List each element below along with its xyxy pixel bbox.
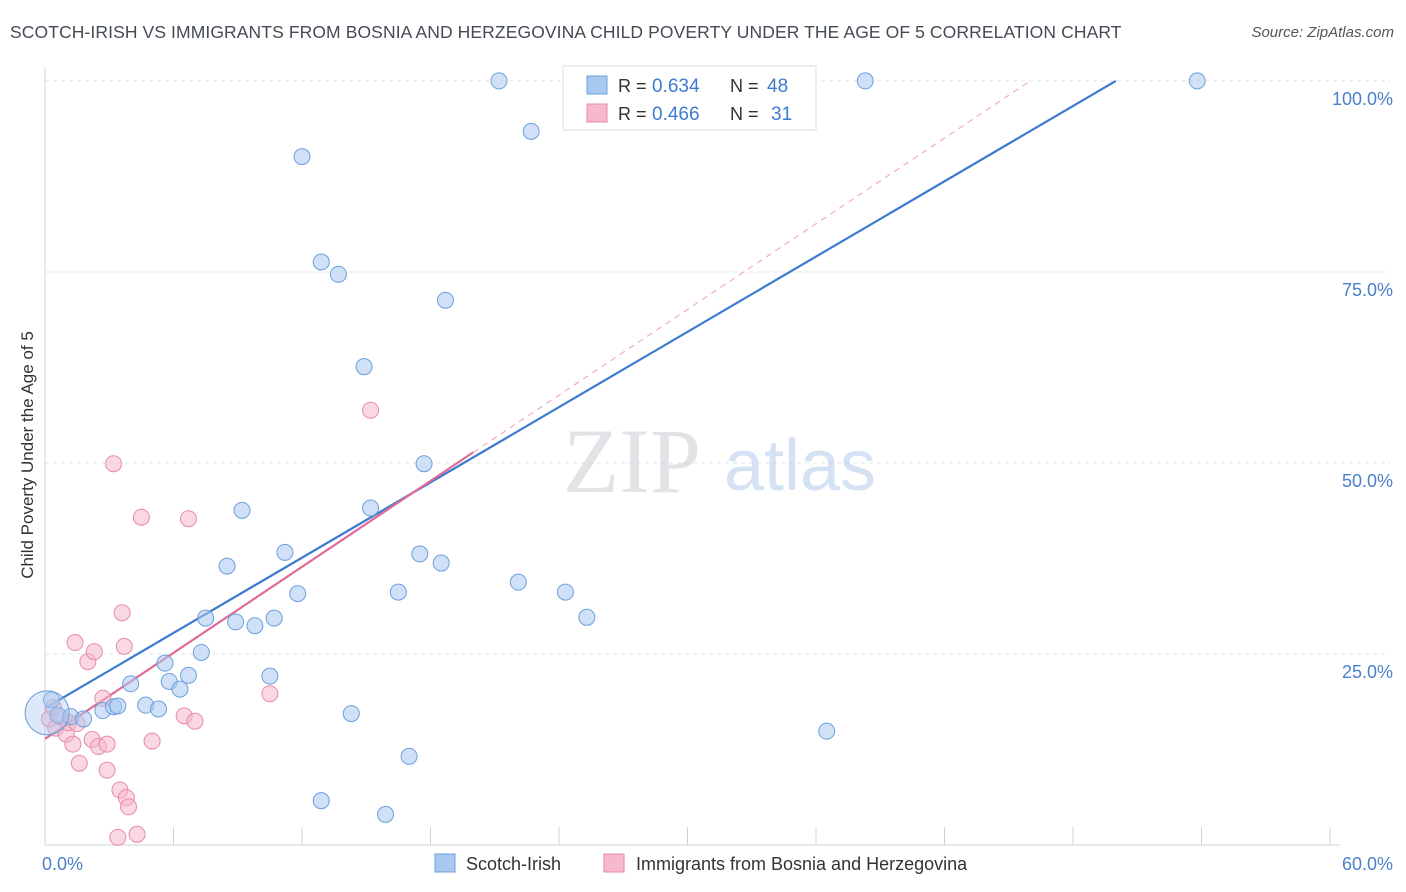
y-tick-label-3: 100.0% xyxy=(1332,89,1393,109)
point-bosnia-29 xyxy=(186,712,204,730)
point-scotch-irish-9 xyxy=(150,700,168,718)
point-scotch-irish-16 xyxy=(218,557,236,575)
stats-n-value-blue: 48 xyxy=(767,76,788,97)
point-scotch-irish-42 xyxy=(578,608,596,626)
watermark: ZIP atlas xyxy=(563,410,876,512)
point-scotch-irish-17 xyxy=(227,613,245,631)
grid-lines xyxy=(45,80,1390,655)
point-bosnia-7 xyxy=(66,634,84,652)
y-tick-label-0: 25.0% xyxy=(1342,662,1393,682)
point-scotch-irish-37 xyxy=(436,291,454,309)
point-scotch-irish-0 xyxy=(42,691,60,709)
y-axis-label: Child Poverty Under the Age of 5 xyxy=(18,331,37,579)
point-bosnia-9 xyxy=(70,754,88,772)
point-bosnia-15 xyxy=(98,761,116,779)
trend-line-bosnia xyxy=(44,451,474,740)
point-scotch-irish-27 xyxy=(329,265,347,283)
point-bosnia-16 xyxy=(98,735,116,753)
point-scotch-irish-23 xyxy=(289,585,307,603)
point-scotch-irish-24 xyxy=(293,148,311,166)
point-scotch-irish-20 xyxy=(261,667,279,685)
legend-swatch-bosnia xyxy=(603,853,625,873)
point-bosnia-30 xyxy=(362,401,380,419)
point-scotch-irish-19 xyxy=(246,617,264,635)
point-scotch-irish-21 xyxy=(265,609,283,627)
stats-n-label-pink: N = xyxy=(730,104,764,124)
point-bosnia-24 xyxy=(128,825,146,843)
series-scotch-irish-points xyxy=(24,72,1206,823)
y-tick-label-1: 50.0% xyxy=(1342,471,1393,491)
trend-line-scotch-irish xyxy=(44,79,1117,710)
point-scotch-irish-14 xyxy=(192,643,210,661)
point-scotch-irish-22 xyxy=(276,543,294,561)
watermark-atlas: atlas xyxy=(724,426,876,506)
point-bosnia-17 xyxy=(105,455,123,473)
point-scotch-irish-47 xyxy=(24,690,70,736)
stats-legend: R = 0.634 N = 48 R = 0.466 N = 31 xyxy=(562,65,817,131)
point-bosnia-6 xyxy=(64,735,82,753)
source-label: Source: ZipAtlas.com xyxy=(1251,24,1394,41)
x-tick-label-0: 0.0% xyxy=(42,854,83,874)
point-scotch-irish-45 xyxy=(856,72,874,90)
tick-labels: 25.0% 50.0% 75.0% 100.0% 0.0% 60.0% xyxy=(42,89,1393,874)
point-scotch-irish-35 xyxy=(415,455,433,473)
trend-lines xyxy=(44,79,1117,740)
stats-r-label-pink: R = xyxy=(618,104,652,124)
point-bosnia-26 xyxy=(143,732,161,750)
stats-legend-swatch-blue xyxy=(586,75,608,95)
stats-r-value-pink: 0.466 xyxy=(652,104,700,125)
point-scotch-irish-6 xyxy=(109,697,127,715)
stats-r-value-blue: 0.634 xyxy=(652,76,700,97)
point-scotch-irish-34 xyxy=(411,545,429,563)
stats-legend-swatch-pink xyxy=(586,103,608,123)
point-scotch-irish-15 xyxy=(197,609,215,627)
point-scotch-irish-7 xyxy=(122,675,140,693)
point-scotch-irish-33 xyxy=(400,747,418,765)
point-scotch-irish-41 xyxy=(556,583,574,601)
stats-n-label-blue: N = xyxy=(730,76,764,96)
point-scotch-irish-25 xyxy=(312,253,330,271)
legend-label-scotch-irish: Scotch-Irish xyxy=(466,854,561,874)
x-tick-label-1: 60.0% xyxy=(1342,854,1393,874)
point-bosnia-28 xyxy=(179,510,197,528)
trend-line-bosnia-extension xyxy=(473,80,1031,453)
point-scotch-irish-13 xyxy=(179,666,197,684)
point-bosnia-18 xyxy=(109,828,127,846)
point-scotch-irish-28 xyxy=(342,705,360,723)
point-scotch-irish-3 xyxy=(75,710,93,728)
point-scotch-irish-32 xyxy=(389,583,407,601)
point-bosnia-12 xyxy=(85,643,103,661)
point-scotch-irish-31 xyxy=(377,805,395,823)
point-scotch-irish-30 xyxy=(362,499,380,517)
legend-swatch-scotch-irish xyxy=(434,853,456,873)
point-scotch-irish-36 xyxy=(432,554,450,572)
point-scotch-irish-11 xyxy=(156,654,174,672)
chart-title: SCOTCH-IRISH VS IMMIGRANTS FROM BOSNIA A… xyxy=(10,22,1122,42)
point-scotch-irish-12 xyxy=(171,680,189,698)
point-bosnia-25 xyxy=(132,508,150,526)
point-scotch-irish-39 xyxy=(509,573,527,591)
point-scotch-irish-46 xyxy=(1188,72,1206,90)
point-scotch-irish-40 xyxy=(522,122,540,140)
watermark-zip: ZIP xyxy=(563,410,701,512)
stats-n-value-pink: 31 xyxy=(771,104,792,125)
point-scotch-irish-26 xyxy=(312,792,330,810)
point-bosnia-22 xyxy=(115,637,133,655)
point-scotch-irish-29 xyxy=(355,358,373,376)
legend-label-bosnia: Immigrants from Bosnia and Herzegovina xyxy=(636,854,968,874)
point-bosnia-31 xyxy=(261,685,279,703)
stats-r-label-blue: R = xyxy=(618,76,652,96)
y-tick-label-2: 75.0% xyxy=(1342,280,1393,300)
point-scotch-irish-38 xyxy=(490,72,508,90)
point-scotch-irish-44 xyxy=(818,722,836,740)
series-legend: Scotch-Irish Immigrants from Bosnia and … xyxy=(434,853,968,874)
point-bosnia-23 xyxy=(120,798,138,816)
point-bosnia-20 xyxy=(113,604,131,622)
point-scotch-irish-18 xyxy=(233,501,251,519)
